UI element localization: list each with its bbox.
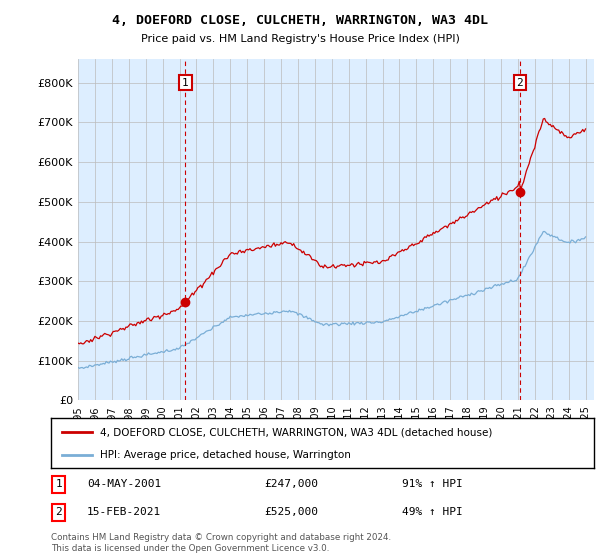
Text: £525,000: £525,000 [264, 507, 318, 517]
Text: 4, DOEFORD CLOSE, CULCHETH, WARRINGTON, WA3 4DL (detached house): 4, DOEFORD CLOSE, CULCHETH, WARRINGTON, … [100, 427, 492, 437]
Text: 2: 2 [55, 507, 62, 517]
Text: 04-MAY-2001: 04-MAY-2001 [87, 479, 161, 489]
Text: £247,000: £247,000 [264, 479, 318, 489]
Text: Price paid vs. HM Land Registry's House Price Index (HPI): Price paid vs. HM Land Registry's House … [140, 34, 460, 44]
Text: 1: 1 [55, 479, 62, 489]
Text: 49% ↑ HPI: 49% ↑ HPI [402, 507, 463, 517]
Text: Contains HM Land Registry data © Crown copyright and database right 2024.
This d: Contains HM Land Registry data © Crown c… [51, 533, 391, 553]
Text: 2: 2 [517, 78, 523, 87]
Text: 91% ↑ HPI: 91% ↑ HPI [402, 479, 463, 489]
Text: 4, DOEFORD CLOSE, CULCHETH, WARRINGTON, WA3 4DL: 4, DOEFORD CLOSE, CULCHETH, WARRINGTON, … [112, 14, 488, 27]
Text: 15-FEB-2021: 15-FEB-2021 [87, 507, 161, 517]
Text: 1: 1 [182, 78, 189, 87]
Text: HPI: Average price, detached house, Warrington: HPI: Average price, detached house, Warr… [100, 450, 351, 460]
